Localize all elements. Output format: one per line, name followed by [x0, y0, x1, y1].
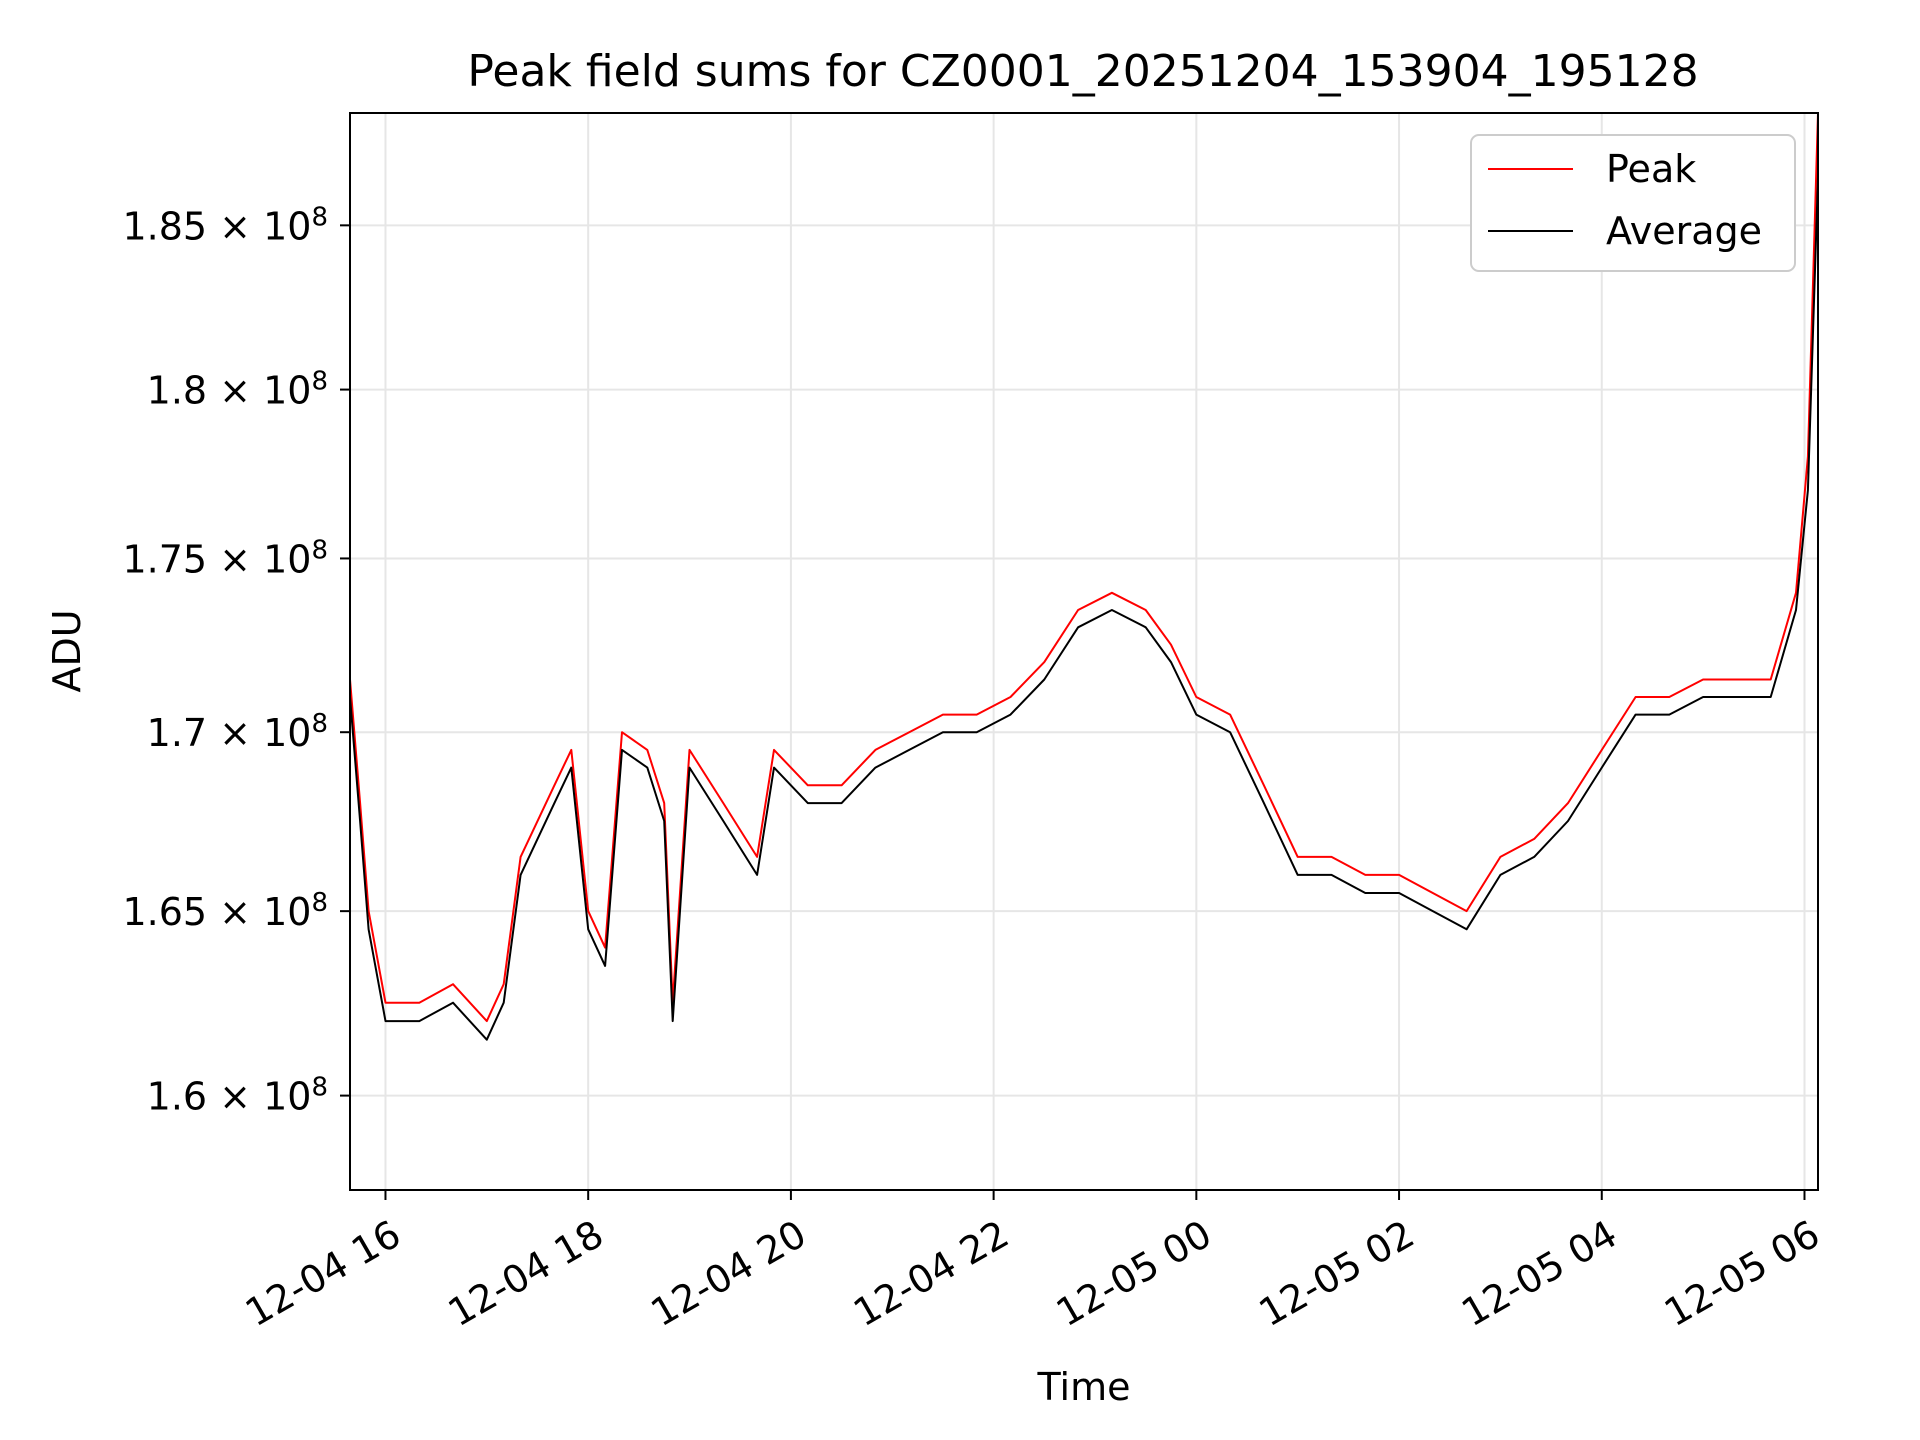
average-series-line — [349, 175, 1819, 1041]
legend-peak-label: Peak — [1606, 147, 1696, 191]
legend: Peak Average — [1470, 134, 1796, 272]
y-tick-label: 1.75 × 108 — [122, 535, 328, 581]
y-axis: 1.6 × 108 1.65 × 108 1.7 × 108 1.75 × 108 1.… — [122, 202, 350, 1119]
series-lines — [349, 112, 1819, 1041]
peak-series-line — [349, 112, 1819, 1023]
x-axis-label: Time — [1037, 1365, 1131, 1409]
legend-average-label: Average — [1606, 209, 1762, 253]
y-tick-label: 1.8 × 108 — [147, 367, 328, 413]
grid-lines — [350, 113, 1818, 1190]
chart-title: Peak field sums for CZ0001_20251204_1539… — [467, 46, 1698, 97]
y-tick-label: 1.7 × 108 — [147, 709, 328, 755]
y-tick-label: 1.6 × 108 — [147, 1073, 328, 1119]
plot-frame — [349, 112, 1819, 1191]
y-tick-label: 1.65 × 108 — [122, 888, 328, 934]
y-axis-label: ADU — [45, 609, 89, 692]
y-tick-label: 1.85 × 108 — [122, 202, 328, 248]
